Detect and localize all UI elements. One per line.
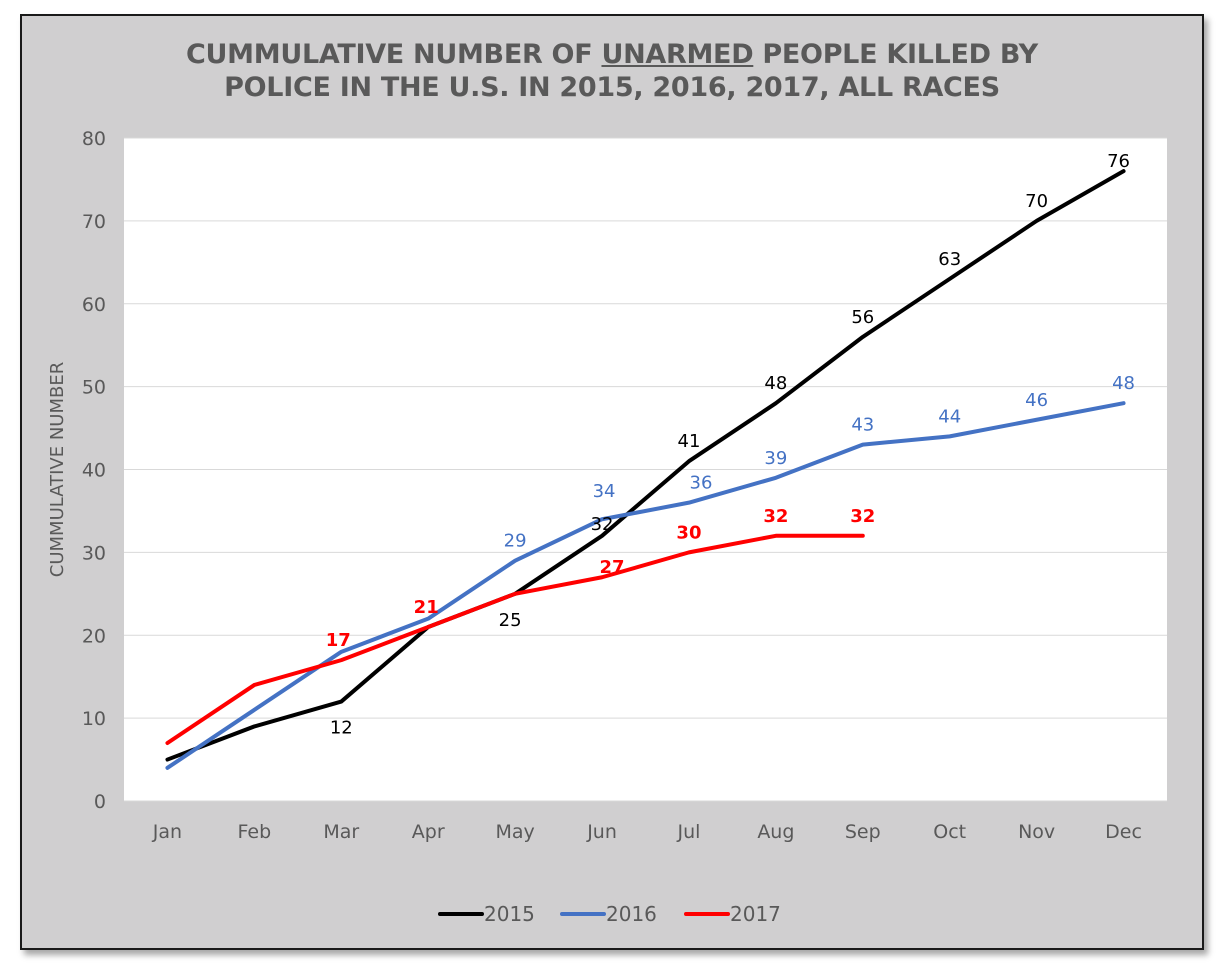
x-tick-label: May [495,821,534,843]
x-tick-label: Mar [323,821,359,843]
x-tick-label: Feb [238,821,272,843]
legend-label-2016: 2016 [606,902,657,926]
x-tick-label: Aug [757,821,794,843]
y-tick-label: 30 [82,542,106,564]
y-axis-label: CUMMULATIVE NUMBER [47,362,68,577]
y-tick-label: 50 [82,377,106,399]
data-label-2017: 21 [414,597,439,618]
data-label-2015: 41 [678,431,701,452]
title-line-2: POLICE IN THE U.S. IN 2015, 2016, 2017, … [224,72,1000,103]
data-label-2016: 46 [1025,390,1048,411]
y-tick-label: 80 [82,128,106,150]
data-label-2015: 48 [764,373,787,394]
data-label-2017: 32 [763,506,788,527]
chart-title: CUMMULATIVE NUMBER OF UNARMED PEOPLE KIL… [22,38,1202,104]
y-tick-label: 60 [82,294,106,316]
data-label-2016: 29 [504,531,527,552]
data-label-2015: 63 [938,249,961,270]
y-tick-label: 0 [94,791,106,813]
y-tick-label: 40 [82,460,106,482]
data-label-2016: 48 [1112,373,1135,394]
x-tick-label: Jan [152,821,182,843]
data-label-2015: 25 [499,610,522,631]
data-label-2016: 39 [764,448,787,469]
data-label-2017: 32 [850,506,875,527]
x-tick-label: Jun [586,821,617,843]
data-label-2016: 44 [938,406,961,427]
data-label-2015: 70 [1025,191,1048,212]
y-tick-label: 10 [82,708,106,730]
data-label-2015: 32 [591,514,614,535]
y-tick-label: 70 [82,211,106,233]
data-label-2016: 36 [690,473,713,494]
x-tick-label: Apr [412,821,445,843]
series-line-2017 [165,533,865,745]
data-label-2016: 34 [593,481,616,502]
x-tick-label: Oct [933,821,966,843]
x-tick-label: Dec [1105,821,1142,843]
x-tick-label: Jul [676,821,700,843]
data-label-2015: 76 [1107,151,1130,172]
data-label-2017: 17 [326,630,351,651]
data-label-2015: 12 [330,718,353,739]
title-underlined-word: UNARMED [601,39,754,70]
title-part-1: CUMMULATIVE NUMBER OF [186,39,602,70]
x-tick-label: Sep [845,821,881,843]
legend-label-2015: 2015 [484,902,535,926]
series-line-2015 [165,169,1126,762]
y-tick-label: 20 [82,625,106,647]
title-part-2: PEOPLE KILLED BY [753,39,1038,70]
series-line-2016 [165,401,1126,770]
data-label-2015: 56 [851,307,874,328]
data-label-2016: 43 [851,415,874,436]
x-tick-label: Nov [1018,821,1055,843]
data-label-2017: 27 [600,557,625,578]
data-label-2017: 30 [676,522,701,543]
legend-label-2017: 2017 [730,902,781,926]
